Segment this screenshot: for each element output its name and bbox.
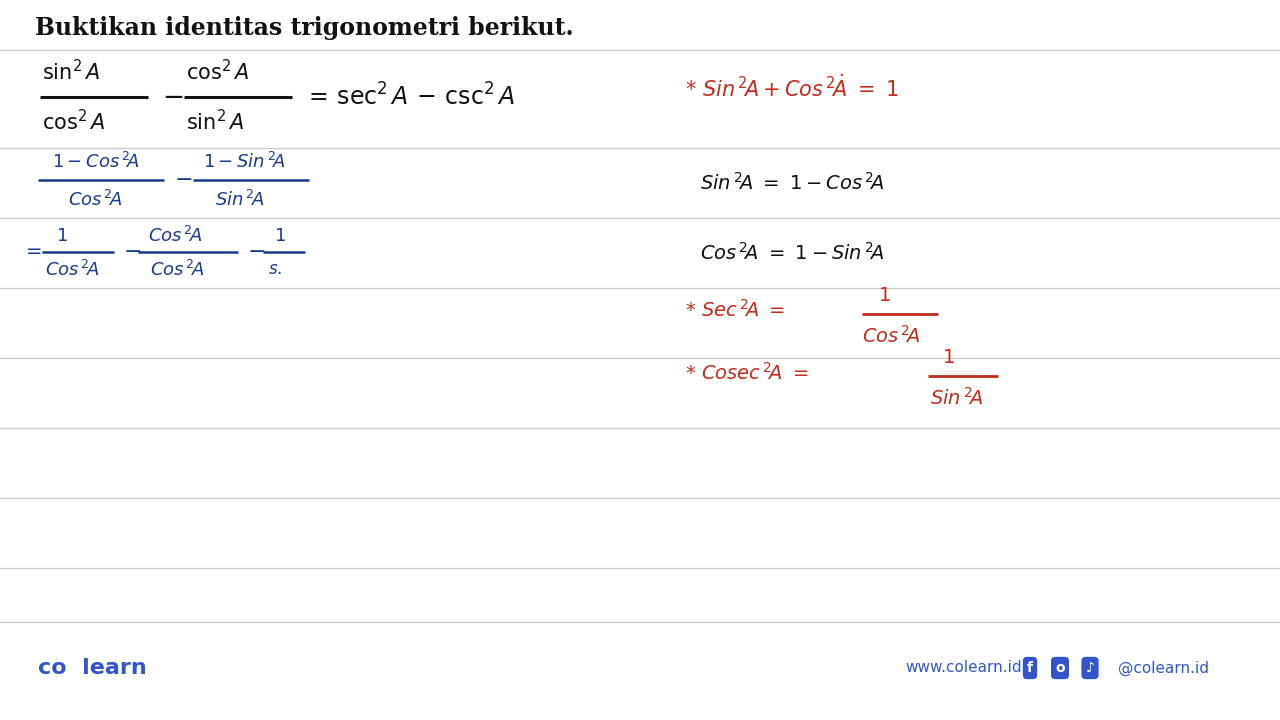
Text: $1$: $1$ [942,349,955,367]
Text: $1 - \mathit{Sin}^{\,2}\!A$: $1 - \mathit{Sin}^{\,2}\!A$ [204,152,285,172]
Text: ♪: ♪ [1085,661,1094,675]
Text: $\mathrm{cos}^2\,A$: $\mathrm{cos}^2\,A$ [42,109,105,135]
Text: $1$: $1$ [878,287,891,305]
Text: $\mathit{Sin}^{\,2}\!A$: $\mathit{Sin}^{\,2}\!A$ [215,190,265,210]
Text: $\mathrm{sin}^2\,A$: $\mathrm{sin}^2\,A$ [186,109,244,135]
Text: $=\,\mathrm{sec}^2\,A\,-\,\mathrm{csc}^2\,A$: $=\,\mathrm{sec}^2\,A\,-\,\mathrm{csc}^2… [305,84,515,111]
Text: $-$: $-$ [163,83,183,107]
Text: $-$: $-$ [174,167,192,189]
Text: $\mathit{s}.$: $\mathit{s}.$ [268,261,282,279]
Text: f: f [1027,661,1033,675]
Text: $\mathrm{sin}^2\,A$: $\mathrm{sin}^2\,A$ [42,59,100,85]
Text: $\mathit{Cos}^{\,2}\!A$: $\mathit{Cos}^{\,2}\!A$ [148,226,202,246]
Text: $\mathit{Cos}^{\,2}\!A$: $\mathit{Cos}^{\,2}\!A$ [45,260,100,280]
Text: $*\ \mathit{Sin}^{\,2}\!A + \mathit{Cos}^{\,2}\!\dot{A}\ =\ 1$: $*\ \mathit{Sin}^{\,2}\!A + \mathit{Cos}… [685,75,899,102]
Text: co  learn: co learn [38,658,147,678]
Text: o: o [1055,661,1065,675]
Text: $1$: $1$ [56,227,68,245]
Text: $\mathit{Cos}^{\,2}\!A\ =\ 1 - \mathit{Sin}^{\,2}\!A$: $\mathit{Cos}^{\,2}\!A\ =\ 1 - \mathit{S… [700,242,884,264]
Text: $\mathit{Sin}^{\,2}\!A$: $\mathit{Sin}^{\,2}\!A$ [931,387,983,409]
Text: $-$: $-$ [123,239,141,261]
Text: $1 - \mathit{Cos}^{\,2}\!A$: $1 - \mathit{Cos}^{\,2}\!A$ [52,152,140,172]
Text: www.colearn.id: www.colearn.id [905,660,1021,675]
Text: $*\ \mathit{Cosec}^{\,2}\!A\ =\ $: $*\ \mathit{Cosec}^{\,2}\!A\ =\ $ [685,362,809,384]
Text: @colearn.id: @colearn.id [1117,660,1210,675]
Text: $-$: $-$ [247,239,265,261]
Text: $\mathit{Cos}^{\,2}\!A$: $\mathit{Cos}^{\,2}\!A$ [861,325,920,347]
Text: $1$: $1$ [274,227,285,245]
Text: $*\ \mathit{Sec}^{\,2}\!A\ =\ $: $*\ \mathit{Sec}^{\,2}\!A\ =\ $ [685,299,785,321]
Text: $\mathit{Sin}^{\,2}\!A\ =\ 1 - \mathit{Cos}^{\,2}\!A$: $\mathit{Sin}^{\,2}\!A\ =\ 1 - \mathit{C… [700,172,884,194]
Text: Buktikan identitas trigonometri berikut.: Buktikan identitas trigonometri berikut. [35,16,573,40]
Text: $=$: $=$ [22,241,42,259]
Text: $\mathrm{cos}^2\,A$: $\mathrm{cos}^2\,A$ [186,59,250,85]
Text: $\mathit{Cos}^{\,2}\!A$: $\mathit{Cos}^{\,2}\!A$ [150,260,205,280]
Text: $\mathit{Cos}^{\,2}\!A$: $\mathit{Cos}^{\,2}\!A$ [68,190,123,210]
